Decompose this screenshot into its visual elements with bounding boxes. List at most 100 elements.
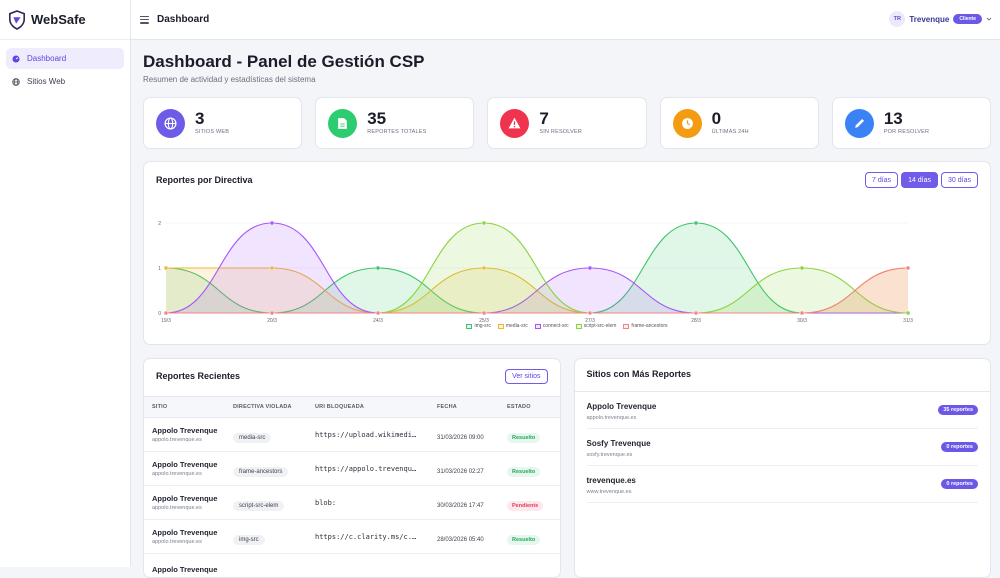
y-tick-label: 1 [158, 266, 161, 272]
data-point-frame-ancestors[interactable] [164, 311, 168, 315]
data-point-frame-ancestors[interactable] [588, 311, 592, 315]
legend-item[interactable]: frame-ancestors [623, 323, 667, 329]
stat-value: 0 [712, 111, 749, 127]
y-tick-label: 2 [158, 221, 161, 227]
legend-swatch [535, 324, 541, 329]
sidebar-item-label: Dashboard [27, 54, 66, 63]
range-7-button[interactable]: 7 días [865, 172, 898, 188]
report-count-badge: 0 reportes [941, 442, 978, 452]
report-date: 30/03/2026 17:47 [437, 503, 484, 509]
data-point-img-src[interactable] [694, 221, 698, 225]
sidebar: WebSafe Dashboard Sitios Web [0, 0, 131, 567]
user-menu[interactable]: TR Trevenque Cliente [889, 11, 992, 27]
stat-card-por-resolver[interactable]: 13Por resolver [832, 97, 991, 149]
report-count-badge: 35 reportes [938, 405, 978, 415]
x-tick-label: 19/3 [161, 318, 171, 322]
x-tick-label: 20/3 [267, 318, 277, 322]
sidebar-item-dashboard[interactable]: Dashboard [6, 48, 124, 69]
range-30-button[interactable]: 30 días [941, 172, 978, 188]
legend-item[interactable]: script-src-elem [576, 323, 617, 329]
sidebar-item-sitios-web[interactable]: Sitios Web [6, 71, 124, 92]
brand-name: WebSafe [31, 12, 86, 27]
legend-swatch [576, 324, 582, 329]
cell-status: Resuelto [499, 520, 560, 554]
legend-item[interactable]: media-src [498, 323, 528, 329]
x-tick-label: 30/3 [797, 318, 807, 322]
legend-label: script-src-elem [584, 323, 617, 329]
data-point-img-src[interactable] [376, 266, 380, 270]
directive-tag: frame-ancestors [233, 467, 288, 477]
status-badge: Pendiente [507, 501, 543, 511]
x-tick-label: 28/3 [691, 318, 701, 322]
data-point-script-src-elem[interactable] [906, 311, 910, 315]
legend-swatch [498, 324, 504, 329]
report-count-badge: 0 reportes [941, 479, 978, 489]
data-point-frame-ancestors[interactable] [906, 266, 910, 270]
pencil-icon [845, 109, 874, 138]
cell-status: Resuelto [499, 452, 560, 486]
clock-icon [673, 109, 702, 138]
col-uri: URI bloqueada [307, 397, 429, 418]
report-date: 28/03/2026 05:40 [437, 537, 484, 543]
data-point-frame-ancestors[interactable] [270, 311, 274, 315]
cell-date: 30/03/2026 17:47 [429, 486, 499, 520]
site-domain: appolo.trevenque.es [152, 471, 225, 477]
stat-card-sitios[interactable]: 3Sitios web [143, 97, 302, 149]
stat-card-sin-resolver[interactable]: 7Sin resolver [487, 97, 646, 149]
cell-date: 31/03/2026 09:00 [429, 418, 499, 452]
cell-uri [307, 554, 429, 578]
sidebar-item-label: Sitios Web [27, 77, 65, 86]
directive-tag: img-src [233, 535, 265, 545]
stat-value: 3 [195, 111, 229, 127]
data-point-frame-ancestors[interactable] [376, 311, 380, 315]
site-name: Sosfy Trevenque [587, 439, 651, 448]
top-sites-title: Sitios con Más Reportes [587, 369, 692, 379]
site-name: trevenque.es [587, 476, 636, 485]
warning-icon [500, 109, 529, 138]
brand[interactable]: WebSafe [0, 0, 130, 40]
data-point-media-src[interactable] [164, 266, 168, 270]
col-estado: Estado [499, 397, 560, 418]
data-point-media-src[interactable] [482, 266, 486, 270]
data-point-connect-src[interactable] [588, 266, 592, 270]
view-sites-button[interactable]: Ver sitios [505, 369, 547, 384]
stat-value: 35 [367, 111, 426, 127]
chart-legend: img-src media-src connect-src script-src-el… [144, 323, 990, 329]
col-fecha: Fecha [429, 397, 499, 418]
legend-item[interactable]: img-src [466, 323, 490, 329]
stat-label: Últimas 24h [712, 129, 749, 135]
y-tick-label: 0 [158, 311, 161, 317]
bottom-row: Reportes Recientes Ver sitios Sitio Dire… [143, 358, 991, 578]
data-point-media-src[interactable] [270, 266, 274, 270]
data-point-frame-ancestors[interactable] [800, 311, 804, 315]
stat-label: Sin resolver [539, 129, 582, 135]
menu-toggle-icon[interactable] [140, 16, 149, 24]
legend-label: media-src [506, 323, 528, 329]
data-point-script-src-elem[interactable] [482, 221, 486, 225]
stat-card-reportes[interactable]: 35Reportes totales [315, 97, 474, 149]
table-row[interactable]: Appolo Trevenque [144, 554, 560, 578]
legend-item[interactable]: connect-src [535, 323, 569, 329]
data-point-connect-src[interactable] [270, 221, 274, 225]
data-point-frame-ancestors[interactable] [694, 311, 698, 315]
dashboard-icon [12, 55, 20, 63]
directive-tag: media-src [233, 433, 271, 443]
chart-card: Reportes por Directiva 7 días 14 días 30… [143, 161, 991, 345]
range-selector: 7 días 14 días 30 días [865, 172, 978, 188]
data-point-frame-ancestors[interactable] [482, 311, 486, 315]
stat-value: 13 [884, 111, 929, 127]
range-14-button[interactable]: 14 días [901, 172, 938, 188]
data-point-script-src-elem[interactable] [800, 266, 804, 270]
cell-uri: https://upload.wikimedia.org [307, 418, 429, 452]
stat-card-ultimas[interactable]: 0 Últimas 24h [660, 97, 819, 149]
